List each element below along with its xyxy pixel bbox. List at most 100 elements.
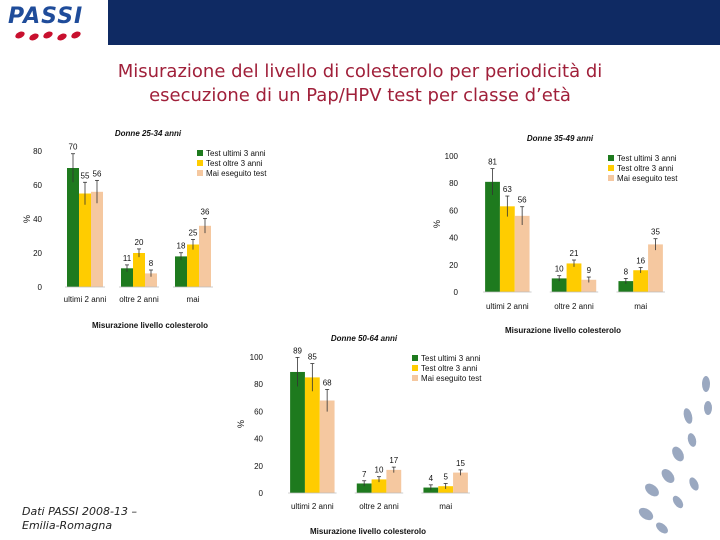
x-tick-label: oltre 2 anni (554, 302, 594, 311)
passi-logo: PASSI (8, 4, 100, 42)
y-tick-label: 20 (254, 462, 263, 471)
legend-label: Mai eseguito test (421, 374, 482, 383)
y-tick-label: 80 (449, 179, 458, 188)
legend-swatch (412, 375, 418, 381)
legend-label: Test oltre 3 anni (421, 364, 478, 373)
y-tick-label: 80 (254, 380, 263, 389)
data-label: 55 (81, 171, 90, 180)
y-tick-label: 40 (33, 215, 42, 224)
bar (67, 168, 79, 287)
data-label: 5 (443, 472, 448, 481)
bar (551, 278, 567, 292)
bar (386, 469, 402, 493)
slide-title: Misurazione del livello di colesterolo p… (60, 60, 660, 108)
data-label: 89 (293, 346, 302, 355)
bar (371, 479, 387, 493)
bar (290, 371, 305, 493)
y-tick-label: 0 (259, 489, 264, 498)
legend-swatch (412, 365, 418, 371)
data-label: 11 (123, 254, 132, 263)
bar (648, 244, 663, 292)
data-label: 63 (503, 185, 512, 194)
chart-title: Donne 50-64 anni (331, 334, 398, 343)
data-label: 36 (201, 207, 210, 216)
bar (618, 281, 634, 292)
footer-line-2: Emilia-Romagna (22, 519, 113, 532)
data-label: 8 (624, 267, 629, 276)
data-label: 56 (518, 196, 527, 205)
logo-text: PASSI (8, 4, 84, 29)
chart-0-group: Donne 25-34 anni 0 20 40 60 80% 70 55 56 ultimi 2… (22, 129, 267, 330)
legend-swatch (608, 155, 614, 161)
data-label: 16 (636, 257, 645, 266)
data-label: 15 (456, 459, 465, 468)
bar (499, 206, 515, 292)
bar (133, 253, 145, 287)
legend-label: Test ultimi 3 anni (617, 154, 677, 163)
data-label: 68 (323, 378, 332, 387)
y-tick-label: 0 (454, 288, 459, 297)
bar (79, 193, 91, 287)
data-label: 10 (375, 466, 384, 475)
y-tick-label: 60 (449, 206, 458, 215)
data-label: 4 (429, 474, 434, 483)
chart-1-group: Donne 35-49 anni 0 20 40 60 80 100% 81 63 56 ultim… (432, 134, 678, 335)
data-label: 7 (362, 470, 367, 479)
bar (633, 270, 649, 292)
legend-swatch (197, 150, 203, 156)
data-label: 18 (177, 242, 186, 251)
data-label: 85 (308, 353, 317, 362)
data-label: 21 (570, 249, 579, 258)
y-tick-label: 100 (250, 353, 264, 362)
bar (514, 215, 530, 292)
x-axis-label: Misurazione livello colesterolo (505, 326, 621, 335)
data-label: 81 (488, 158, 497, 167)
y-tick-label: 60 (254, 407, 263, 416)
bar (304, 377, 320, 493)
bar (145, 273, 157, 287)
x-tick-label: ultimi 2 anni (486, 302, 529, 311)
data-label: 20 (135, 238, 144, 247)
data-label: 70 (69, 143, 78, 152)
footer-source: Dati PASSI 2008-13 – Emilia-Romagna (22, 505, 137, 533)
slide-title-line-1: Misurazione del livello di colesterolo p… (117, 61, 603, 82)
y-tick-label: 80 (33, 147, 42, 156)
bar (438, 486, 454, 493)
x-tick-label: mai (439, 502, 452, 511)
bar (581, 279, 597, 292)
legend-label: Test ultimi 3 anni (206, 149, 266, 158)
data-label: 10 (555, 265, 564, 274)
data-label: 17 (389, 456, 398, 465)
x-tick-label: oltre 2 anni (119, 295, 159, 304)
bar (319, 400, 335, 493)
y-axis-label: % (432, 220, 442, 228)
legend-label: Test oltre 3 anni (617, 164, 674, 173)
x-axis-label: Misurazione livello colesterolo (92, 321, 208, 330)
legend-swatch (608, 175, 614, 181)
bar (199, 225, 211, 287)
bar (187, 244, 199, 287)
y-tick-label: 60 (33, 181, 42, 190)
header-band (108, 0, 720, 45)
slide-title-line-2: esecuzione di un Pap/HPV test per classe… (149, 85, 571, 106)
x-tick-label: ultimi 2 anni (291, 502, 334, 511)
legend-swatch (197, 170, 203, 176)
data-label: 35 (651, 228, 660, 237)
data-label: 8 (149, 259, 154, 268)
x-tick-label: oltre 2 anni (359, 502, 399, 511)
y-tick-label: 20 (449, 261, 458, 270)
data-label: 9 (587, 266, 592, 275)
bar (566, 263, 582, 292)
chart-title: Donne 25-34 anni (115, 129, 182, 138)
x-tick-label: ultimi 2 anni (64, 295, 107, 304)
y-tick-label: 100 (445, 152, 459, 161)
legend-label: Mai eseguito test (617, 174, 678, 183)
decorative-footprints-icon (638, 376, 712, 534)
x-tick-label: mai (187, 295, 200, 304)
bar (453, 472, 468, 493)
data-label: 25 (189, 228, 198, 237)
y-tick-label: 40 (449, 234, 458, 243)
footer-line-1: Dati PASSI 2008-13 – (22, 505, 137, 518)
